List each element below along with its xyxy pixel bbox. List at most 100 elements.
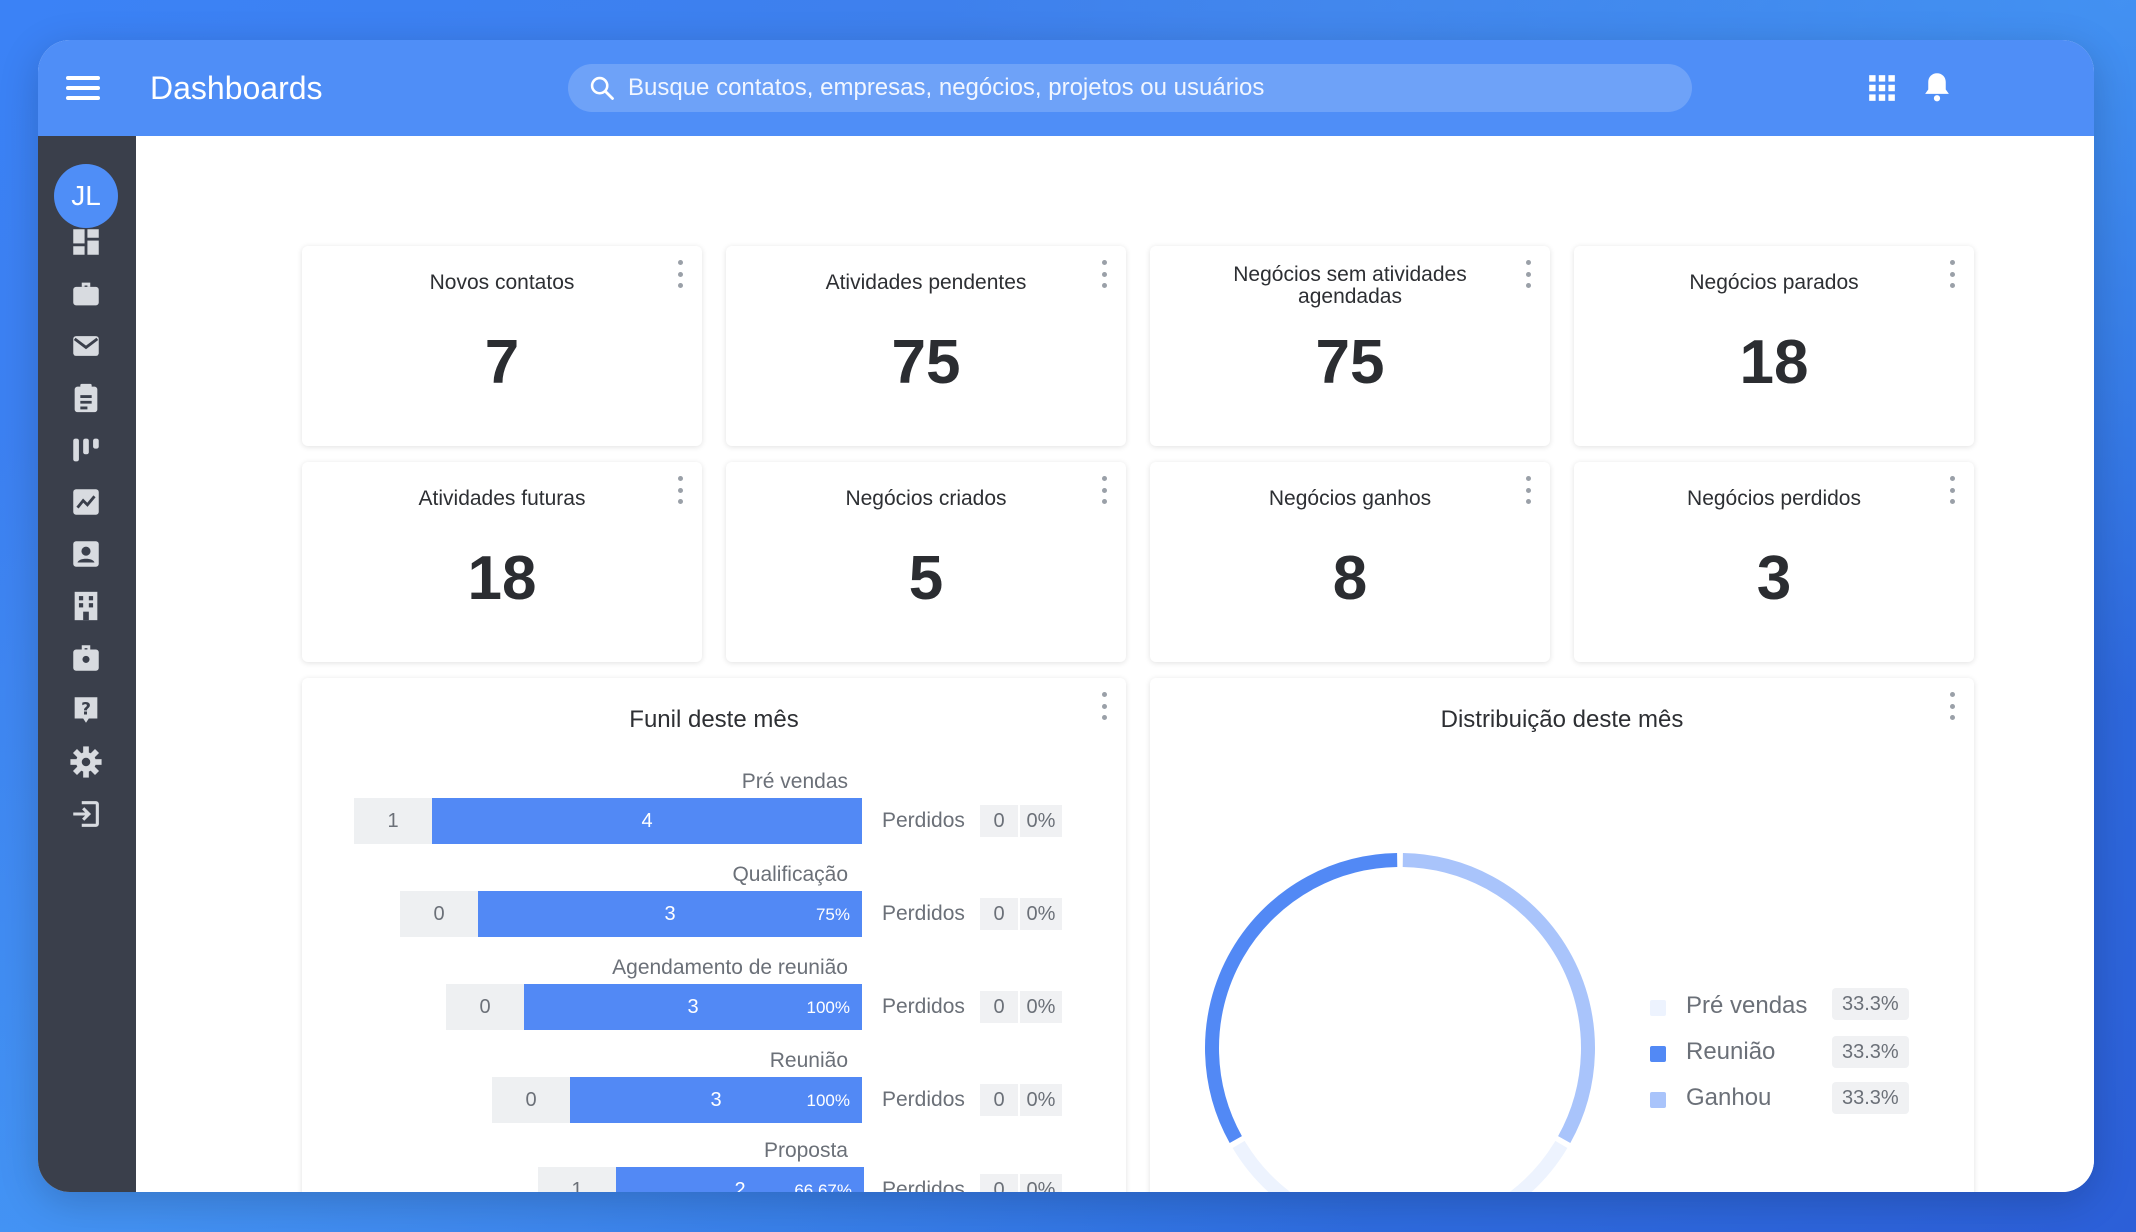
legend-pct: 33.3% [1832, 988, 1909, 1020]
search-input[interactable] [626, 73, 1670, 103]
kpi-title: Negócios perdidos [1687, 487, 1861, 510]
legend-pct: 33.3% [1832, 1036, 1909, 1068]
app-window: Dashboards JL [38, 40, 2094, 1192]
legend-swatch-reuniao [1650, 1046, 1666, 1062]
lost-count: 0 [980, 805, 1018, 837]
apps-grid-icon[interactable] [1868, 74, 1896, 102]
kpi-card-negocios-ganhos: Negócios ganhos 8 [1150, 462, 1550, 662]
card-menu-icon[interactable] [676, 260, 684, 288]
donut-slice-pre-vendas[interactable] [1232, 1140, 1568, 1192]
legend-swatch-pre-vendas [1650, 1000, 1666, 1016]
lost-pct: 0% [1020, 1084, 1062, 1116]
lost-count: 0 [980, 1084, 1018, 1116]
lost-label: Perdidos [882, 1178, 965, 1192]
funnel-stage-value: 2 [734, 1179, 746, 1192]
lost-pct: 0% [1020, 805, 1062, 837]
help-icon[interactable]: ? [69, 693, 103, 727]
lost-pct: 0% [1020, 991, 1062, 1023]
settings-icon[interactable] [69, 745, 103, 779]
funnel-stage-side: 0 [446, 984, 524, 1030]
kpi-title: Negócios criados [845, 487, 1007, 510]
briefcase-icon[interactable] [69, 277, 103, 311]
lost-count: 0 [980, 991, 1018, 1023]
donut-slice-ganhou[interactable] [1402, 853, 1595, 1143]
kpi-value: 8 [1332, 544, 1368, 613]
lost-count: 0 [980, 1174, 1018, 1192]
sidebar: JL ? [38, 136, 136, 1192]
funnel-stage-value: 4 [641, 810, 653, 832]
card-menu-icon[interactable] [1948, 476, 1956, 504]
lost-label: Perdidos [882, 902, 965, 925]
funnel-stage-side: 0 [400, 891, 478, 937]
funnel-stage-side: 1 [354, 798, 432, 844]
card-menu-icon[interactable] [1100, 260, 1108, 288]
bell-icon[interactable] [1922, 70, 1952, 104]
kpi-title: Negócios parados [1689, 271, 1859, 294]
funnel-stage-value: 3 [710, 1089, 722, 1111]
distribution-panel: Distribuição deste mês Pré vendas 33.3% … [1150, 678, 1974, 1192]
kpi-card-novos-contatos: Novos contatos 7 [302, 246, 702, 446]
lost-label: Perdidos [882, 809, 965, 832]
card-menu-icon[interactable] [1100, 476, 1108, 504]
funnel-stage-bar[interactable]: 4 [432, 798, 862, 844]
contact-icon[interactable] [69, 537, 103, 571]
card-menu-icon[interactable] [1948, 260, 1956, 288]
kpi-value: 5 [908, 544, 944, 613]
portfolio-icon[interactable] [69, 641, 103, 675]
search-icon [590, 76, 614, 100]
mail-icon[interactable] [69, 329, 103, 363]
logout-icon[interactable] [69, 797, 103, 831]
panel-title: Funil deste mês [629, 706, 799, 733]
funnel-stage-side: 1 [538, 1167, 616, 1192]
card-menu-icon[interactable] [1948, 692, 1956, 720]
funnel-stage-label: Agendamento de reunião [612, 956, 848, 979]
kpi-card-negocios-criados: Negócios criados 5 [726, 462, 1126, 662]
legend-label: Reunião [1686, 1038, 1776, 1065]
top-bar: Dashboards [38, 40, 2094, 136]
card-menu-icon[interactable] [1100, 692, 1108, 720]
distribution-donut-chart [1205, 853, 1595, 1192]
funnel-stage-pct: 100% [806, 1091, 850, 1110]
card-menu-icon[interactable] [1524, 260, 1532, 288]
legend-label: Ganhou [1686, 1084, 1772, 1111]
legend-label: Pré vendas [1686, 992, 1808, 1019]
kpi-card-negocios-parados: Negócios parados 18 [1574, 246, 1974, 446]
chart-icon[interactable] [69, 485, 103, 519]
funnel-stage-value: 3 [664, 903, 676, 925]
funnel-stage-label: Reunião [769, 1049, 848, 1072]
clipboard-icon[interactable] [69, 381, 103, 415]
card-menu-icon[interactable] [1524, 476, 1532, 504]
donut-slice-reuniao[interactable] [1205, 853, 1398, 1143]
funnel-stage-pct: 66.67% [794, 1181, 852, 1192]
panel-title: Distribuição deste mês [1440, 706, 1684, 733]
funnel-stage-bar[interactable]: 2 66.67% [616, 1167, 864, 1192]
funnel-stage-bar[interactable]: 3 100% [524, 984, 862, 1030]
kpi-title: Atividades pendentes [825, 271, 1027, 294]
page-title: Dashboards [150, 70, 323, 106]
hamburger-menu-icon[interactable] [66, 70, 102, 106]
kpi-card-atividades-pendentes: Atividades pendentes 75 [726, 246, 1126, 446]
kpi-value: 7 [484, 328, 520, 397]
building-icon[interactable] [69, 589, 103, 623]
search-bar[interactable] [568, 64, 1692, 112]
kpi-card-negocios-sem-atividades: Negócios sem atividades agendadas 75 [1150, 246, 1550, 446]
card-menu-icon[interactable] [676, 476, 684, 504]
kpi-value: 18 [1739, 328, 1809, 397]
funnel-stage-bar[interactable]: 3 100% [570, 1077, 862, 1123]
dashboard-icon[interactable] [69, 225, 103, 259]
kanban-icon[interactable] [69, 433, 103, 467]
svg-text:?: ? [81, 699, 91, 719]
funnel-stage-pct: 75% [815, 905, 850, 924]
lost-count: 0 [980, 898, 1018, 930]
funnel-panel: Funil deste mês Pré vendas 1 4 Perdidos … [302, 678, 1126, 1192]
kpi-card-atividades-futuras: Atividades futuras 18 [302, 462, 702, 662]
funnel-stage-label: Qualificação [732, 863, 848, 886]
lost-pct: 0% [1020, 898, 1062, 930]
kpi-title: Negócios sem atividades agendadas [1233, 263, 1467, 308]
kpi-value: 18 [467, 544, 537, 613]
funnel-stage-bar[interactable]: 3 75% [478, 891, 862, 937]
legend-swatch-ganhou [1650, 1092, 1666, 1108]
dashboard-content: Novos contatos 7 Atividades pendentes 75… [136, 136, 2094, 1192]
kpi-title: Negócios ganhos [1268, 487, 1432, 510]
avatar[interactable]: JL [54, 164, 118, 228]
